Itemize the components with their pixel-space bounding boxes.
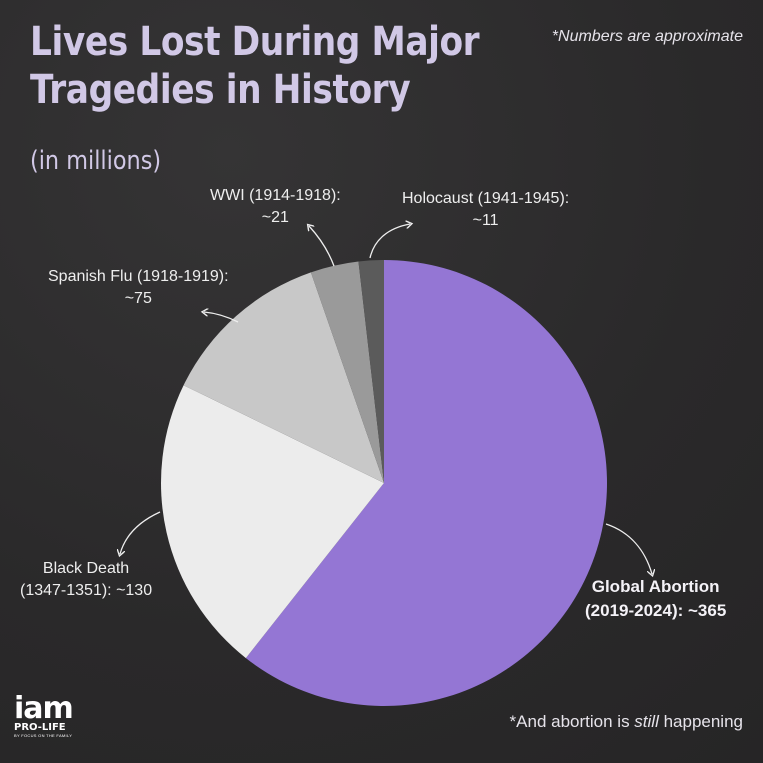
logo-byline: BY FOCUS ON THE FAMILY (14, 733, 73, 738)
footer-note-prefix: *And abortion is (509, 712, 635, 731)
label-spanish-flu-value: ~75 (124, 290, 152, 307)
pie-slice-global-abortion (245, 260, 607, 706)
logo-main: iam (14, 691, 74, 726)
label-holocaust-name: Holocaust (1941-1945): (402, 190, 570, 207)
logo-tagline: PRO-LIFE (14, 722, 66, 733)
pie-slices (160, 260, 607, 706)
holocaust-arrow (369, 224, 410, 259)
pie-slice-spanish-flu (183, 272, 384, 483)
spanish-flu-arrow (204, 312, 239, 323)
footer-note-emphasis: still (634, 712, 659, 731)
page-subtitle: (in millions) (30, 146, 162, 176)
label-spanish-flu-name: Spanish Flu (1918-1919): (48, 268, 229, 285)
label-wwi: WWI (1914-1918): ~21 (210, 185, 341, 229)
label-holocaust-value: ~11 (472, 212, 499, 229)
label-wwi-name: WWI (1914-1918): (210, 187, 341, 204)
label-black-death: Black Death (1347-1351): ~130 (20, 558, 152, 602)
label-global-abortion: Global Abortion (2019-2024): ~365 (585, 575, 726, 623)
page-title: Lives Lost During Major Tragedies in His… (30, 19, 480, 113)
label-spanish-flu: Spanish Flu (1918-1919): ~75 (48, 266, 229, 310)
label-black-death-name: Black Death (42, 560, 130, 577)
label-global-abortion-value: (2019-2024): ~365 (585, 601, 727, 620)
leader-arrows (120, 224, 652, 574)
black-death-arrow (120, 511, 161, 554)
abortion-arrow (605, 523, 652, 574)
approximate-note: *Numbers are approximate (551, 28, 743, 45)
label-holocaust: Holocaust (1941-1945): ~11 (402, 188, 569, 232)
pie-slice-holocaust (358, 260, 384, 483)
label-black-death-value: (1347-1351): ~130 (20, 582, 153, 599)
wwi-arrow (309, 226, 335, 267)
label-global-abortion-name: Global Abortion (591, 577, 720, 596)
footer-note: *And abortion is still happening (510, 712, 743, 732)
footer-note-suffix: happening (658, 712, 743, 731)
iam-pro-life-logo: iam PRO-LIFE BY FOCUS ON THE FAMILY (14, 691, 74, 739)
label-wwi-value: ~21 (261, 209, 289, 226)
pie-slice-wwi (310, 261, 384, 483)
pie-slice-black-death (160, 385, 384, 659)
